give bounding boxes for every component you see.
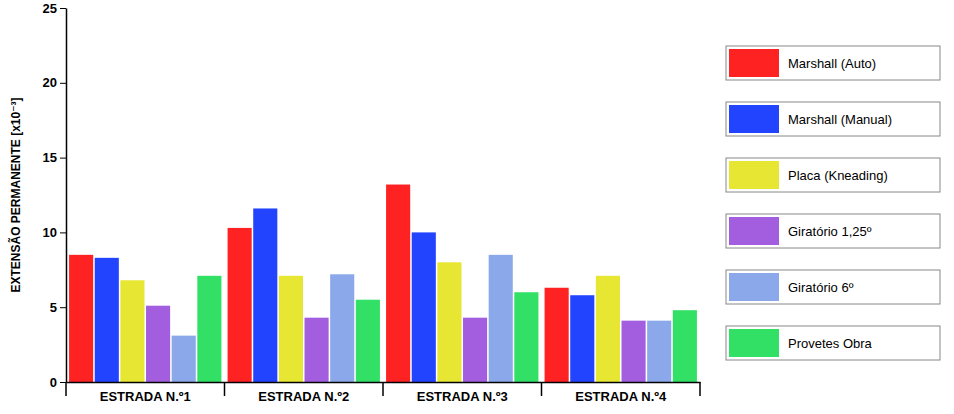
bar xyxy=(305,318,329,382)
legend-swatch xyxy=(729,105,779,133)
y-tick-mark xyxy=(60,83,66,84)
legend-item: Placa (Kneading) xyxy=(726,158,940,192)
legend-swatch xyxy=(729,273,779,301)
bar xyxy=(489,255,513,382)
bar xyxy=(172,336,196,382)
y-tick-label: 0 xyxy=(50,375,57,390)
x-axis: ESTRADA N.º1 ESTRADA N.º2 ESTRADA N.º3 ESTR… xyxy=(66,382,701,404)
y-axis-line xyxy=(66,9,68,383)
legend-label: Marshall (Manual) xyxy=(788,112,892,127)
legend-swatch xyxy=(729,329,779,357)
bar xyxy=(69,255,93,382)
legend-label: Giratório 6º xyxy=(788,280,854,295)
legend-box xyxy=(726,46,940,80)
legend-box xyxy=(726,102,940,136)
category-separator xyxy=(224,382,226,396)
bar xyxy=(279,276,303,382)
legend-item: Provetes Obra xyxy=(726,326,940,360)
y-tick-mark xyxy=(60,232,66,233)
legend-item: Giratório 1,25º xyxy=(726,214,940,248)
y-tick: 20 xyxy=(43,75,66,90)
bar xyxy=(545,288,569,382)
legend-swatch xyxy=(729,217,779,245)
y-tick-label: 10 xyxy=(43,225,57,240)
bar xyxy=(463,318,487,382)
category-separator xyxy=(382,382,384,396)
bar xyxy=(412,232,436,382)
chart: 0510152025ESTRADA N.º1ESTRADA N.º2ESTRAD… xyxy=(0,0,954,414)
legend-item: Giratório 6º xyxy=(726,270,940,304)
bar xyxy=(330,274,354,382)
bar xyxy=(146,306,170,382)
category-separator xyxy=(699,382,701,396)
y-tick-mark xyxy=(60,382,66,383)
y-tick-label: 15 xyxy=(43,150,57,165)
x-tick: ESTRADA N.º4 xyxy=(575,382,667,404)
bar xyxy=(647,321,671,382)
x-tick-label: ESTRADA N.º1 xyxy=(100,389,191,404)
x-tick: ESTRADA N.º2 xyxy=(258,382,349,404)
y-axis-title: EXTENSÃO PERMANENTE [x10⁻³] xyxy=(8,97,23,292)
legend-swatch xyxy=(729,161,779,189)
legend-box xyxy=(726,158,940,192)
bar xyxy=(120,280,144,382)
category-separator xyxy=(65,382,67,396)
legend: Marshall (Auto) Marshall (Manual) Placa (K… xyxy=(726,46,940,360)
x-tick-label: ESTRADA N.º3 xyxy=(417,389,508,404)
legend-label: Giratório 1,25º xyxy=(788,224,872,239)
legend-item: Marshall (Auto) xyxy=(726,46,940,80)
bar xyxy=(356,300,380,382)
legend-label: Provetes Obra xyxy=(788,336,873,351)
bar xyxy=(253,208,277,382)
y-tick: 10 xyxy=(43,225,66,240)
x-tick: ESTRADA N.º3 xyxy=(417,382,508,404)
legend-box xyxy=(726,270,940,304)
x-tick-label: ESTRADA N.º2 xyxy=(258,389,349,404)
y-tick: 25 xyxy=(43,1,66,16)
y-tick-label: 5 xyxy=(50,300,57,315)
y-tick-mark xyxy=(60,307,66,308)
bar xyxy=(386,185,410,382)
bar xyxy=(437,262,461,382)
bars xyxy=(69,185,697,382)
bar xyxy=(197,276,221,382)
category-separator xyxy=(541,382,543,396)
plot: 0510152025ESTRADA N.º1ESTRADA N.º2ESTRAD… xyxy=(43,1,701,405)
bar xyxy=(596,276,620,382)
bar xyxy=(570,295,594,382)
bar xyxy=(673,310,697,382)
legend-swatch xyxy=(729,49,779,77)
legend-label: Placa (Kneading) xyxy=(788,168,888,183)
bar xyxy=(622,321,646,382)
bar xyxy=(228,228,252,382)
y-tick: 5 xyxy=(50,300,66,315)
y-tick-mark xyxy=(60,8,66,9)
legend-box xyxy=(726,214,940,248)
y-tick-mark xyxy=(60,158,66,159)
y-tick-label: 20 xyxy=(43,75,57,90)
legend-box xyxy=(726,326,940,360)
bar xyxy=(95,258,119,382)
bar xyxy=(514,292,538,382)
y-axis: 0 5 10 15 20 25 xyxy=(43,1,67,390)
y-tick-label: 25 xyxy=(43,1,57,16)
x-tick: ESTRADA N.º1 xyxy=(100,382,191,404)
legend-label: Marshall (Auto) xyxy=(788,56,876,71)
y-tick: 0 xyxy=(50,375,66,390)
x-tick-label: ESTRADA N.º4 xyxy=(575,389,667,404)
legend-item: Marshall (Manual) xyxy=(726,102,940,136)
y-tick: 15 xyxy=(43,150,66,165)
